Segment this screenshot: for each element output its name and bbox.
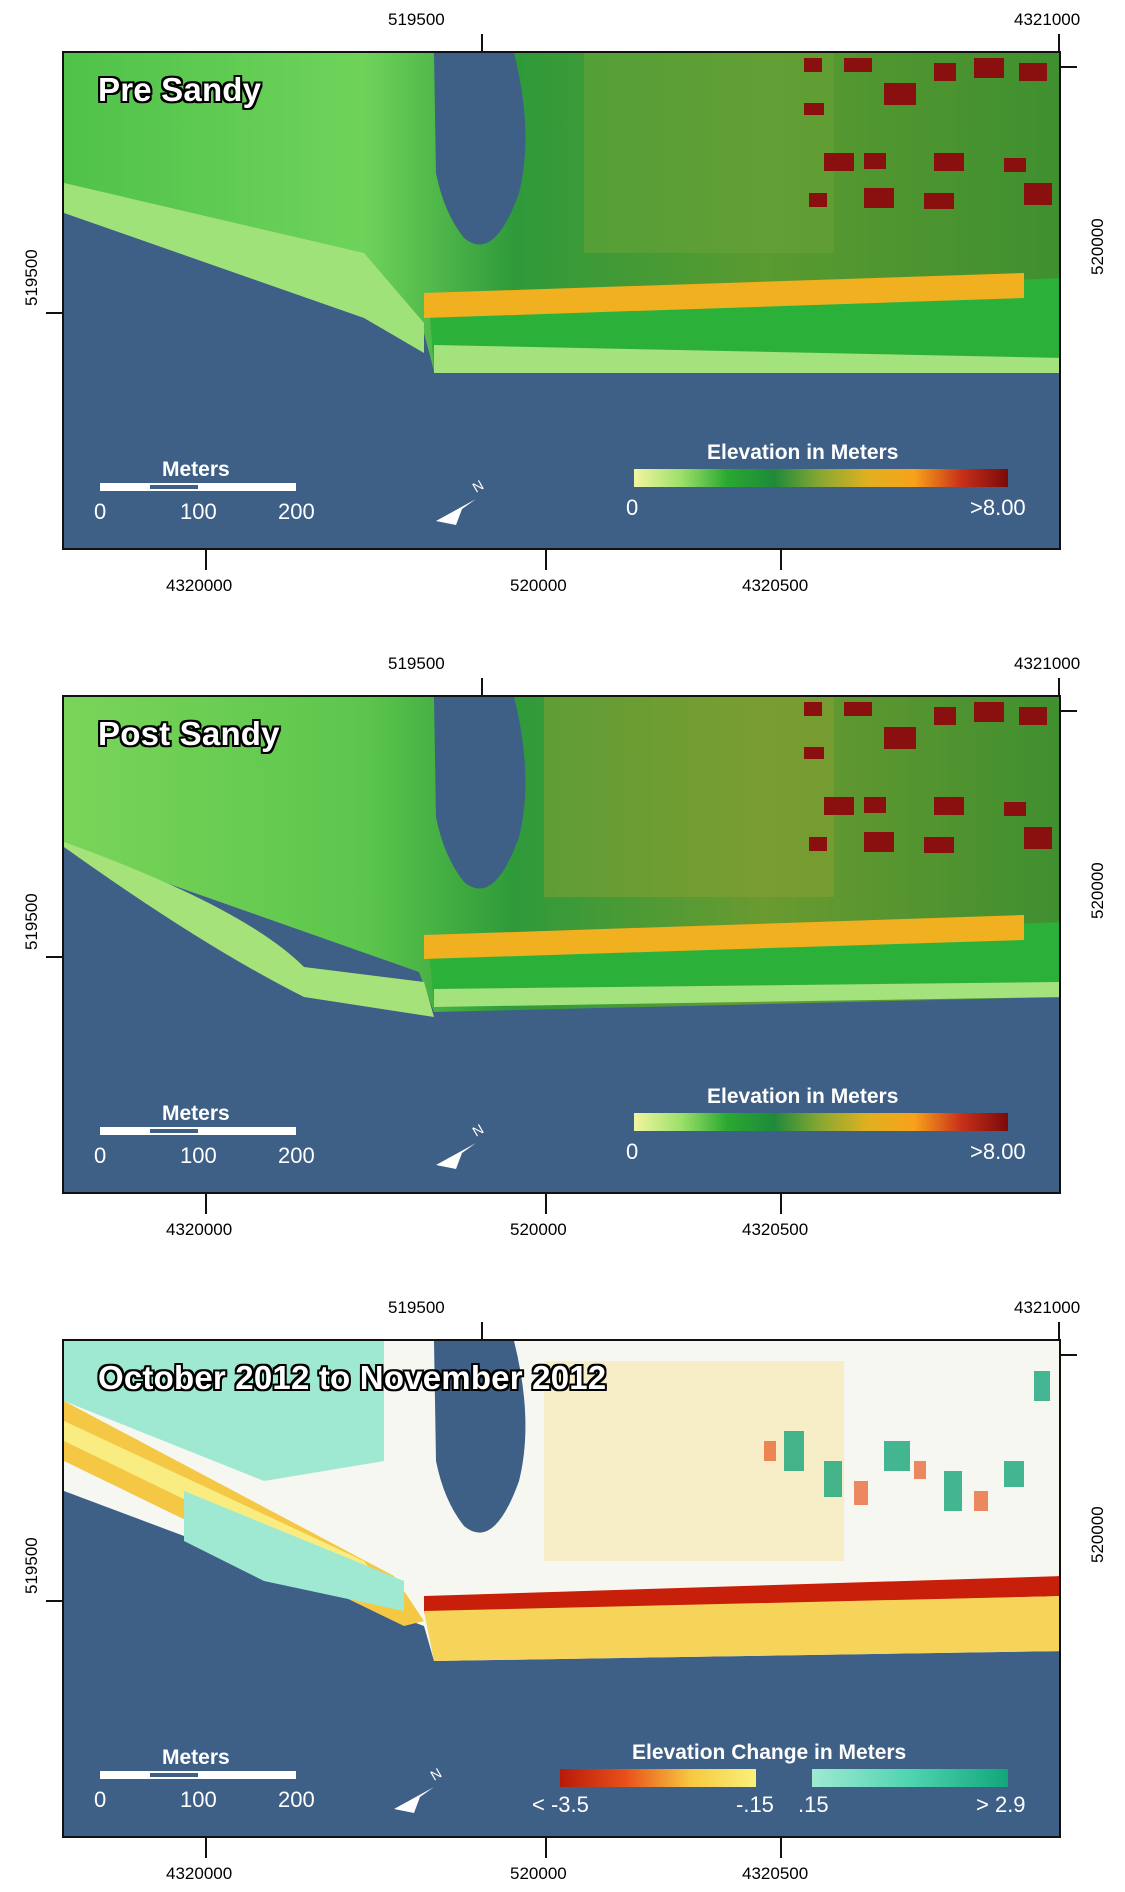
svg-text:N: N — [470, 479, 487, 496]
scale-label-0: 0 — [94, 499, 107, 524]
left-tick-label: 519500 — [22, 249, 41, 306]
panel-title: Pre Sandy — [98, 71, 262, 108]
scale-label-0: 0 — [94, 1143, 107, 1168]
top-tick-label-1: 519500 — [388, 1298, 445, 1317]
legend-neg-max: -.15 — [736, 1792, 774, 1817]
legend-max: >8.00 — [970, 495, 1026, 520]
left-tick-label: 519500 — [22, 1537, 41, 1594]
bottom-tick-label-2: 520000 — [510, 1220, 567, 1239]
panel-title: October 2012 to November 2012 — [98, 1359, 607, 1396]
scale-label-200: 200 — [278, 1143, 315, 1168]
north-arrow-icon: N — [436, 479, 487, 525]
scale-label-0: 0 — [94, 1787, 107, 1812]
left-tick-label: 519500 — [22, 893, 41, 950]
bottom-tick-label-1: 4320000 — [166, 1864, 233, 1883]
legend-pos-max: > 2.9 — [976, 1792, 1026, 1817]
north-arrow-icon: N — [436, 1123, 487, 1169]
legend-neg-min: < -3.5 — [532, 1792, 589, 1817]
legend-max: >8.00 — [970, 1139, 1026, 1164]
legend-min: 0 — [626, 1139, 639, 1164]
bottom-tick-label-2: 520000 — [510, 576, 567, 595]
scale-title: Meters — [162, 1102, 230, 1125]
scale-label-100: 100 — [180, 499, 217, 524]
elevation-color-ramp — [634, 469, 1008, 487]
legend-title: Elevation Change in Meters — [632, 1741, 907, 1764]
bottom-tick-label-3: 4320500 — [742, 1220, 809, 1239]
bottom-tick-label-3: 4320500 — [742, 576, 809, 595]
elevation-map-post: Post Sandy Meters 0 100 200 N Elevation … — [62, 695, 1061, 1194]
scale-title: Meters — [162, 458, 230, 481]
scale-title: Meters — [162, 1746, 230, 1769]
panel-title: Post Sandy — [98, 715, 280, 752]
elevation-map-pre: Pre Sandy Meters 0 100 200 N Elevation i… — [62, 51, 1061, 550]
map-panel-elevation-change: 519500 4321000 519500 520000 — [0, 1288, 1125, 1892]
bottom-tick-label-2: 520000 — [510, 1864, 567, 1883]
elevation-change-map: October 2012 to November 2012 Meters 0 1… — [62, 1339, 1061, 1838]
top-tick-label-2: 4321000 — [1014, 10, 1081, 29]
top-tick-label-2: 4321000 — [1014, 1298, 1081, 1317]
legend-pos-min: .15 — [798, 1792, 829, 1817]
legend-min: 0 — [626, 495, 639, 520]
top-tick-label-1: 519500 — [388, 654, 445, 673]
right-tick-label: 520000 — [1088, 862, 1107, 919]
svg-text:N: N — [470, 1123, 487, 1140]
bottom-tick-label-1: 4320000 — [166, 576, 233, 595]
right-tick-label: 520000 — [1088, 218, 1107, 275]
gain-color-ramp — [812, 1769, 1008, 1787]
scale-label-100: 100 — [180, 1143, 217, 1168]
bottom-tick-label-3: 4320500 — [742, 1864, 809, 1883]
map-panel-pre-sandy: 519500 4321000 519500 520000 — [0, 0, 1125, 600]
svg-text:N: N — [428, 1767, 445, 1784]
scale-label-100: 100 — [180, 1787, 217, 1812]
loss-color-ramp — [560, 1769, 756, 1787]
scale-label-200: 200 — [278, 499, 315, 524]
scale-label-200: 200 — [278, 1787, 315, 1812]
map-panel-post-sandy: 519500 4321000 519500 520000 — [0, 644, 1125, 1244]
legend-title: Elevation in Meters — [707, 1085, 899, 1108]
top-tick-label-2: 4321000 — [1014, 654, 1081, 673]
north-arrow-icon: N — [394, 1767, 445, 1813]
bottom-tick-label-1: 4320000 — [166, 1220, 233, 1239]
elevation-color-ramp — [634, 1113, 1008, 1131]
legend-title: Elevation in Meters — [707, 441, 899, 464]
right-tick-label: 520000 — [1088, 1506, 1107, 1563]
top-tick-label-1: 519500 — [388, 10, 445, 29]
